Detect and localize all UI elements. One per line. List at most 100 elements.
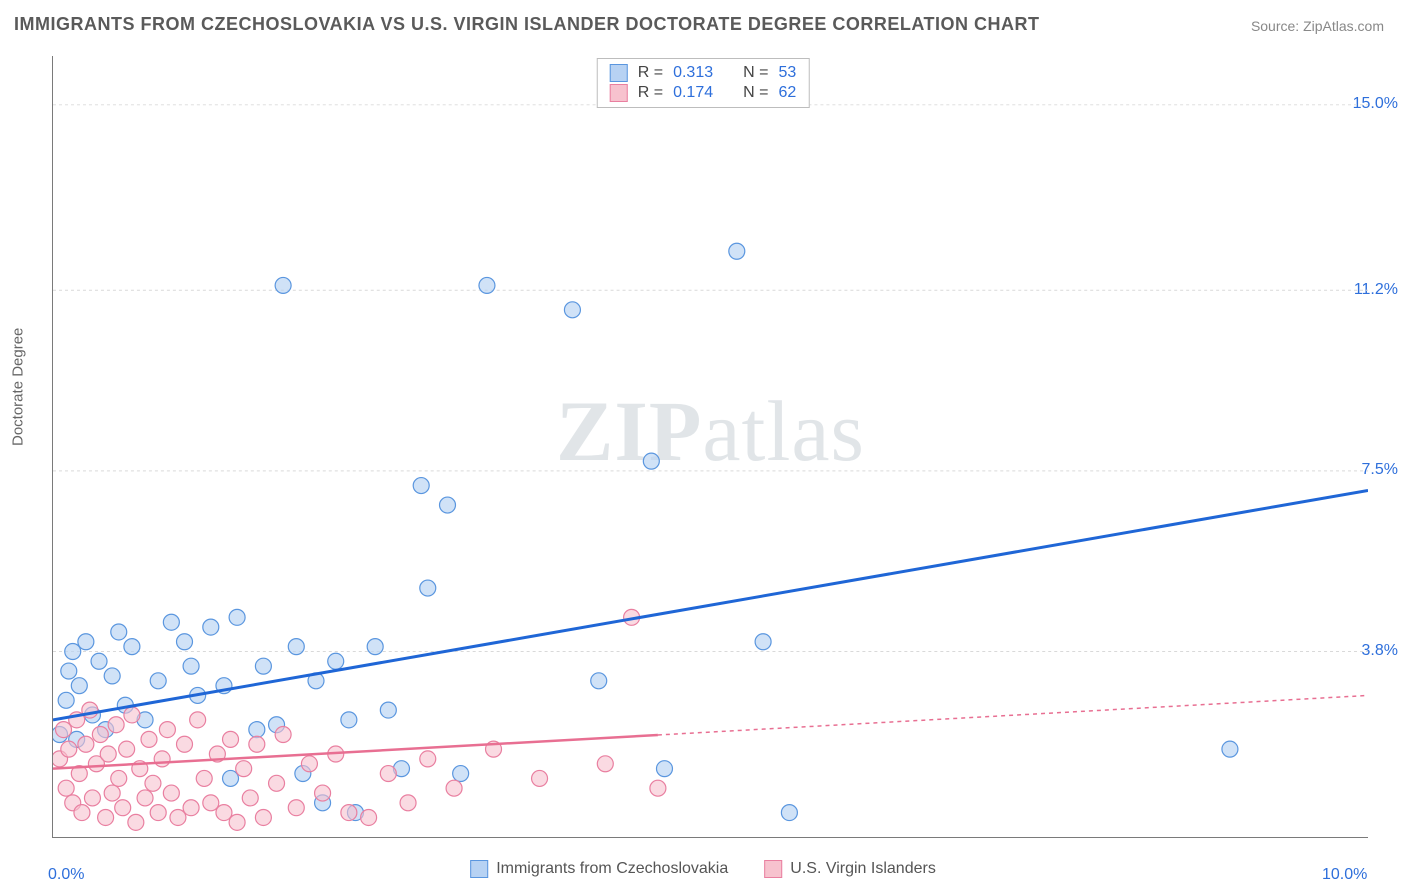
scatter-point [124,639,140,655]
scatter-point [190,712,206,728]
scatter-point [479,277,495,293]
series-swatch [610,64,628,82]
scatter-point [236,761,252,777]
scatter-point [98,809,114,825]
scatter-point [413,478,429,494]
scatter-point [159,722,175,738]
correlation-row: R =0.174N =62 [610,83,797,103]
scatter-point [84,790,100,806]
scatter-point [203,619,219,635]
plot-svg [53,56,1368,837]
scatter-point [150,805,166,821]
scatter-point [71,678,87,694]
scatter-point [269,775,285,791]
scatter-point [755,634,771,650]
x-tick-label: 10.0% [1322,866,1367,884]
correlation-legend: R =0.313N =53R =0.174N =62 [597,58,810,108]
scatter-point [591,673,607,689]
scatter-point [216,805,232,821]
scatter-point [108,717,124,733]
scatter-point [58,692,74,708]
scatter-point [78,634,94,650]
scatter-point [137,790,153,806]
r-value: 0.313 [673,64,713,82]
scatter-point [288,639,304,655]
scatter-point [255,658,271,674]
scatter-point [91,653,107,669]
scatter-point [564,302,580,318]
scatter-point [58,780,74,796]
scatter-point [361,809,377,825]
scatter-point [650,780,666,796]
scatter-point [111,624,127,640]
regression-line [53,490,1368,719]
legend-item: U.S. Virgin Islanders [764,860,936,878]
regression-line-extrapolated [658,695,1368,735]
scatter-point [597,756,613,772]
scatter-point [74,805,90,821]
scatter-point [729,243,745,259]
n-value: 53 [778,64,796,82]
scatter-point [249,736,265,752]
scatter-point [115,800,131,816]
legend-label: Immigrants from Czechoslovakia [496,860,728,878]
correlation-chart: IMMIGRANTS FROM CZECHOSLOVAKIA VS U.S. V… [0,0,1406,892]
scatter-point [229,609,245,625]
scatter-point [128,814,144,830]
scatter-point [104,785,120,801]
scatter-point [163,785,179,801]
scatter-point [656,761,672,777]
scatter-point [196,770,212,786]
scatter-point [229,814,245,830]
scatter-point [104,668,120,684]
scatter-point [400,795,416,811]
scatter-point [170,809,186,825]
scatter-point [440,497,456,513]
scatter-point [119,741,135,757]
source-attribution: Source: ZipAtlas.com [1251,18,1384,34]
r-label: R = [638,64,663,82]
scatter-point [275,727,291,743]
scatter-point [446,780,462,796]
scatter-point [177,634,193,650]
scatter-point [111,770,127,786]
scatter-point [154,751,170,767]
scatter-point [141,731,157,747]
series-swatch [470,860,488,878]
correlation-row: R =0.313N =53 [610,63,797,83]
scatter-point [643,453,659,469]
scatter-point [453,766,469,782]
scatter-point [255,809,271,825]
scatter-point [301,756,317,772]
series-swatch [610,84,628,102]
series-swatch [764,860,782,878]
scatter-point [275,277,291,293]
scatter-point [56,722,72,738]
r-value: 0.174 [673,84,713,102]
scatter-point [223,731,239,747]
y-axis-label: Doctorate Degree [10,328,27,446]
scatter-point [183,800,199,816]
scatter-point [223,770,239,786]
chart-title: IMMIGRANTS FROM CZECHOSLOVAKIA VS U.S. V… [14,14,1040,35]
scatter-point [328,653,344,669]
scatter-point [341,805,357,821]
scatter-point [341,712,357,728]
legend-label: U.S. Virgin Islanders [790,860,936,878]
scatter-point [288,800,304,816]
scatter-point [420,751,436,767]
scatter-point [203,795,219,811]
series-legend: Immigrants from Czechoslovakia U.S. Virgi… [470,860,936,878]
scatter-point [124,707,140,723]
scatter-point [183,658,199,674]
scatter-point [177,736,193,752]
scatter-point [61,741,77,757]
scatter-point [315,785,331,801]
scatter-point [163,614,179,630]
scatter-point [145,775,161,791]
scatter-point [367,639,383,655]
legend-item: Immigrants from Czechoslovakia [470,860,728,878]
scatter-point [420,580,436,596]
scatter-point [150,673,166,689]
scatter-point [380,766,396,782]
